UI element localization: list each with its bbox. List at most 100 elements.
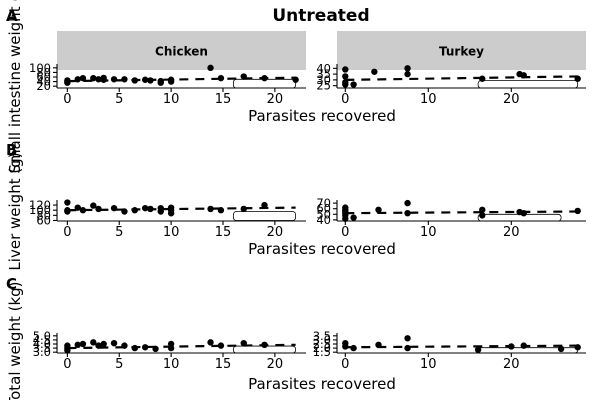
- panel-tag: C: [6, 275, 17, 293]
- y-tick-label: 20: [36, 79, 51, 93]
- data-point: [79, 207, 87, 214]
- data-point: [217, 342, 225, 349]
- y-tick-label: 60: [316, 202, 331, 216]
- data-point: [64, 78, 71, 85]
- data-point: [90, 202, 97, 209]
- data-point: [375, 206, 382, 214]
- data-point: [141, 76, 149, 83]
- panel-tag: A: [6, 7, 18, 25]
- trend-line: [67, 206, 296, 212]
- trend-line: [345, 75, 578, 81]
- y-tick-label: 3.5: [313, 329, 331, 343]
- data-point: [79, 74, 87, 82]
- y-tick-label: 25: [316, 79, 331, 93]
- data-point: [342, 66, 349, 73]
- data-point: [141, 344, 149, 351]
- y-tick-label: 50: [316, 207, 331, 221]
- data-point: [342, 81, 349, 88]
- trend-line: [345, 210, 578, 215]
- data-point: [74, 341, 81, 349]
- y-axis-label: Small intestine weight (g): [6, 0, 24, 174]
- data-point: [350, 214, 357, 221]
- x-tick-label: 20: [503, 92, 520, 107]
- data-point: [167, 210, 175, 217]
- y-tick-label: 3.0: [313, 333, 331, 347]
- x-tick-label: 0: [341, 92, 349, 107]
- y-tick-label: 5.0: [33, 329, 51, 343]
- data-point: [157, 79, 164, 86]
- y-tick-label: 35: [316, 67, 331, 81]
- x-tick-label: 10: [163, 92, 180, 107]
- facet-strip: [337, 31, 586, 70]
- data-point: [207, 339, 214, 346]
- data-point: [557, 345, 565, 353]
- data-point: [90, 339, 97, 346]
- y-axis-label: Total weight (kg): [6, 281, 24, 400]
- y-tick-label: 100: [29, 61, 51, 75]
- x-tick-label: 10: [420, 92, 437, 107]
- x-tick-label: 0: [63, 225, 71, 240]
- trend-line: [67, 76, 296, 83]
- y-tick-label: 60: [36, 213, 51, 227]
- data-point: [100, 340, 107, 348]
- x-tick-label: 0: [63, 92, 71, 107]
- data-point: [474, 346, 482, 353]
- data-point: [479, 212, 486, 219]
- data-point: [404, 70, 411, 78]
- x-tick-label: 10: [420, 225, 437, 240]
- data-point: [79, 340, 87, 348]
- y-tick-label: 4.5: [33, 333, 51, 347]
- y-axis-label: Liver weight (g): [6, 152, 24, 270]
- y-tick-label: 60: [36, 70, 51, 84]
- confidence-band: [477, 213, 562, 222]
- x-tick-label: 10: [420, 357, 437, 372]
- data-point: [342, 73, 349, 80]
- y-tick-label: 80: [36, 65, 51, 79]
- data-point: [404, 344, 411, 352]
- x-tick-label: 10: [163, 357, 180, 372]
- trend-line: [67, 343, 296, 350]
- x-tick-label: 0: [341, 225, 349, 240]
- x-axis-label: Parasites recovered: [248, 375, 396, 393]
- y-tick-label: 80: [36, 208, 51, 222]
- x-tick-label: 20: [267, 225, 284, 240]
- y-tick-label: 3.0: [33, 345, 51, 359]
- y-tick-label: 2.0: [313, 341, 331, 355]
- facet-turkey: 0 10 20 1.52.02.53.03.5: [313, 329, 586, 372]
- data-point: [371, 68, 378, 75]
- x-tick-label: 0: [341, 357, 349, 372]
- x-tick-label: 15: [215, 92, 232, 107]
- data-point: [64, 199, 71, 206]
- x-tick-label: 5: [115, 225, 123, 240]
- data-point: [207, 64, 214, 72]
- y-tick-label: 100: [29, 203, 51, 217]
- data-point: [350, 81, 357, 88]
- facet-strip-label: Chicken: [155, 45, 208, 59]
- data-point: [404, 65, 411, 72]
- y-tick-label: 120: [29, 198, 51, 212]
- x-tick-label: 5: [115, 92, 123, 107]
- y-tick-label: 70: [316, 196, 331, 210]
- figure-title: Untreated: [272, 6, 369, 26]
- y-tick-label: 40: [36, 75, 51, 89]
- x-tick-label: 5: [115, 357, 123, 372]
- facet-strip-label: Turkey: [439, 45, 484, 59]
- panel-tag: B: [6, 141, 17, 159]
- data-point: [261, 201, 268, 209]
- confidence-band: [232, 211, 297, 221]
- data-point: [157, 208, 164, 215]
- y-tick-label: 40: [316, 213, 331, 227]
- y-tick-label: 1.5: [313, 345, 331, 359]
- y-tick-label: 4.0: [33, 337, 51, 351]
- data-point: [207, 205, 214, 213]
- y-tick-label: 30: [316, 73, 331, 87]
